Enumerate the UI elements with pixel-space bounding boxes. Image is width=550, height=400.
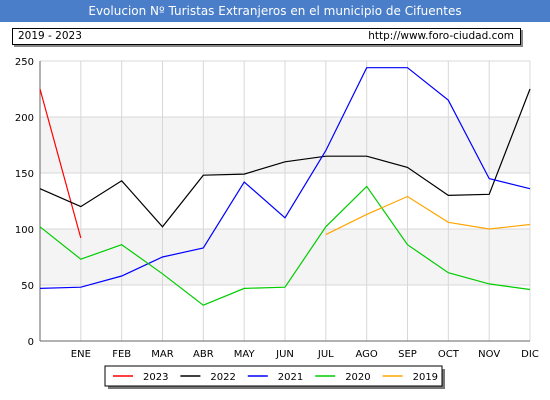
series-line-2022	[39, 88, 531, 228]
x-tick-label: JUN	[275, 349, 294, 360]
x-tick-label: ENE	[71, 349, 91, 360]
legend-label-2021: 2021	[278, 372, 303, 383]
legend-box	[104, 365, 443, 387]
y-tick-label: 250	[15, 57, 34, 68]
legend-label-2022: 2022	[210, 372, 235, 383]
legend-label-2019: 2019	[413, 372, 438, 383]
chart-title: Evolucion Nº Turistas Extranjeros en el …	[0, 0, 550, 22]
legend-label-2020: 2020	[345, 372, 370, 383]
y-tick-label: 50	[21, 281, 34, 292]
x-tick-label: DIC	[521, 349, 539, 360]
x-tick-label: MAR	[151, 349, 173, 360]
y-tick-label: 0	[28, 337, 34, 348]
period-label: 2019 - 2023	[18, 30, 82, 42]
series-line-2019	[325, 195, 531, 236]
series-line-2023	[39, 88, 82, 239]
x-tick-label: NOV	[478, 349, 500, 360]
series-line-2020	[39, 185, 531, 306]
x-tick-label: SEP	[398, 349, 417, 360]
info-box: 2019 - 2023 http://www.foro-ciudad.com	[12, 28, 521, 45]
x-tick-label: AGO	[356, 349, 378, 360]
legend-label-2023: 2023	[143, 372, 168, 383]
x-tick-label: MAY	[234, 349, 256, 360]
series-line-2021	[39, 67, 531, 289]
x-tick-label: OCT	[438, 349, 460, 360]
x-tick-label: JUL	[317, 349, 334, 360]
y-tick-label: 100	[15, 225, 34, 236]
source-url: http://www.foro-ciudad.com	[368, 30, 514, 42]
y-tick-label: 200	[15, 113, 34, 124]
x-tick-label: ABR	[193, 349, 214, 360]
x-tick-label: FEB	[112, 349, 131, 360]
y-tick-label: 150	[15, 169, 34, 180]
